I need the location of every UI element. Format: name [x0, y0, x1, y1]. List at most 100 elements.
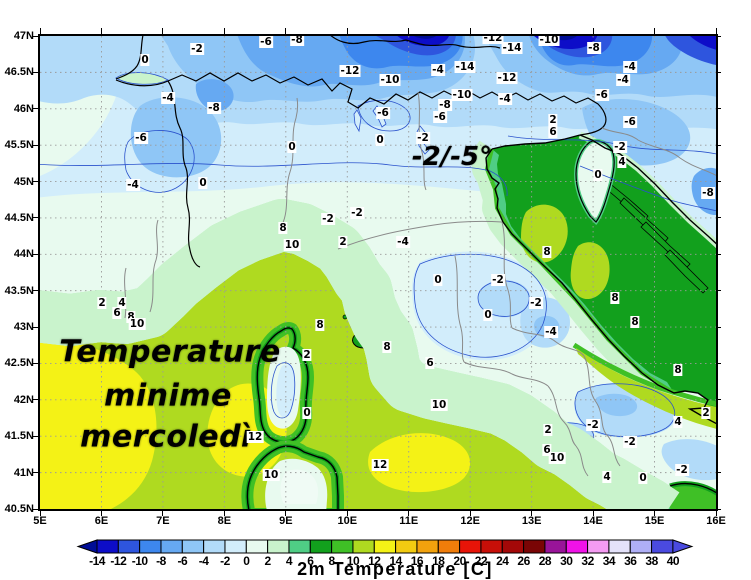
- contour-label: 6: [542, 444, 552, 456]
- lat-axis-label: 43.5N: [4, 284, 34, 297]
- contour-label: -8: [207, 102, 221, 114]
- contour-label: -2: [675, 464, 689, 476]
- colorbar-arrow: [76, 539, 98, 554]
- axis-tick: [162, 511, 164, 516]
- colorbar-segment: [181, 539, 205, 554]
- colorbar-segment: [437, 539, 461, 554]
- contour-label: -4: [616, 74, 630, 86]
- axis-tick: [285, 28, 287, 34]
- axis-tick: [33, 290, 38, 292]
- contour-label: -14: [454, 61, 476, 73]
- contour-label: 8: [382, 341, 392, 353]
- colorbar-tick-label: -8: [156, 554, 166, 568]
- colorbar-segment: [459, 539, 482, 554]
- contour-label: 12: [371, 459, 389, 471]
- contour-label: 8: [126, 311, 136, 323]
- contour-label: -2: [529, 297, 543, 309]
- contour-label: -2: [613, 141, 627, 153]
- axis-tick: [716, 181, 721, 183]
- colorbar-segment: [587, 539, 610, 554]
- lat-axis-label: 41N: [13, 466, 34, 479]
- colorbar-segment: [139, 539, 162, 554]
- contour-label: 0: [638, 472, 648, 484]
- colorbar-arrow: [672, 539, 694, 554]
- lat-axis-label: 44N: [13, 248, 34, 261]
- axis-tick: [716, 326, 721, 328]
- axis-tick: [285, 511, 287, 516]
- axis-tick: [346, 28, 348, 34]
- lon-axis-label: 13E: [521, 515, 542, 527]
- contour-label: 0: [375, 134, 385, 146]
- contour-label: -6: [623, 116, 637, 128]
- contour-label: -4: [544, 326, 558, 338]
- contour-label: 12: [246, 431, 264, 443]
- contour-label: -10: [379, 74, 401, 86]
- colorbar-tick-label: 14: [389, 554, 402, 568]
- axis-tick: [716, 35, 721, 37]
- colorbar-tick-labels: -14 -12 -10 -8 -6 -4 -2 0 2 4 6 8 10 12 14 16 18 20 22 24 26…: [0, 554, 751, 568]
- axis-tick: [408, 28, 410, 34]
- contour-label: -2: [321, 213, 335, 225]
- contour-label: 2: [302, 349, 312, 361]
- axis-tick: [408, 511, 410, 516]
- axis-tick: [33, 399, 38, 401]
- contour-label: 0: [140, 54, 150, 66]
- temperature-annotation: -2/-5°: [411, 142, 493, 172]
- map-caption-line3: mercoledì: [80, 419, 252, 455]
- colorbar-tick-label: -4: [198, 554, 209, 568]
- colorbar-segment: [651, 539, 674, 554]
- contour-label-layer: Temperature minime mercoledì -2/-5° 0 -2-…: [40, 36, 716, 509]
- coastlines-and-borders: [40, 36, 716, 509]
- colorbar-tick-label: 4: [285, 554, 293, 568]
- contour-label: -6: [376, 107, 390, 119]
- colorbar-tick-label: 40: [666, 554, 680, 568]
- colorbar-segment: [117, 539, 141, 554]
- contour-label: -14: [501, 42, 523, 54]
- axis-tick: [469, 28, 471, 34]
- contour-label: -12: [339, 65, 361, 77]
- colorbar-tick-label: 36: [624, 554, 637, 568]
- contour-label: 0: [302, 407, 312, 419]
- contour-label: -8: [701, 187, 715, 199]
- contour-label: 10: [430, 399, 448, 411]
- colorbar-segment: [160, 539, 183, 554]
- contour-label: 4: [117, 297, 127, 309]
- lat-axis-label: 42N: [13, 393, 34, 406]
- colorbar: [76, 539, 694, 554]
- axis-tick: [716, 508, 721, 510]
- contour-label: -4: [431, 64, 445, 76]
- contour-label: -8: [438, 99, 452, 111]
- colorbar-tick-label: 6: [307, 554, 314, 568]
- axis-tick: [716, 108, 721, 110]
- colorbar-segment: [608, 539, 631, 554]
- lon-axis-label: 12E: [460, 515, 480, 527]
- axis-tick: [716, 472, 721, 474]
- lon-axis-label: 8E: [217, 515, 232, 527]
- colorbar-tick-label: 12: [368, 554, 381, 568]
- map-caption-line2: minime: [104, 378, 232, 414]
- axis-tick: [100, 28, 102, 34]
- colorbar-segment: [373, 539, 397, 554]
- lon-axis-label: 16E: [706, 515, 726, 527]
- colorbar-segment: [267, 539, 290, 554]
- contour-label: -8: [587, 42, 601, 54]
- axis-tick: [33, 181, 38, 183]
- contour-label: -4: [396, 236, 410, 248]
- lon-axis-label: 5E: [33, 515, 47, 527]
- lat-axis-label: 45.5N: [4, 139, 34, 152]
- lat-axis-label: 43N: [13, 321, 34, 334]
- axis-tick: [716, 71, 721, 73]
- contour-label: 10: [262, 469, 280, 481]
- colorbar-segment: [331, 539, 354, 554]
- contour-label: 2: [338, 236, 348, 248]
- lat-axis-label: 40.5N: [4, 503, 34, 515]
- lon-axis-label: 14E: [583, 515, 603, 527]
- axis-tick: [33, 144, 38, 146]
- lat-axis-label: 46N: [13, 102, 34, 115]
- axis-tick: [531, 28, 533, 34]
- colorbar-segment: [309, 539, 333, 554]
- contour-label: 2: [701, 407, 711, 419]
- lat-axis-label: 42.5N: [4, 357, 34, 370]
- lon-axis-label: 6E: [94, 515, 109, 527]
- lon-axis-label: 7E: [156, 515, 170, 527]
